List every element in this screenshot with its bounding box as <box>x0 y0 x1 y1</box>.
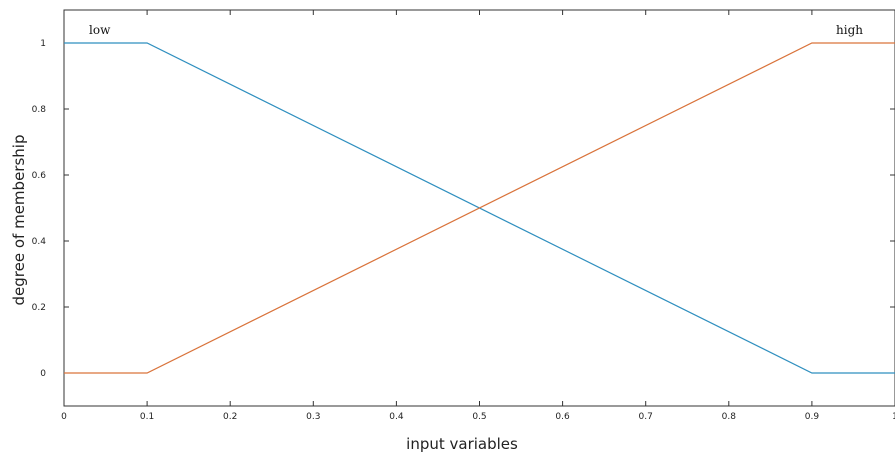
axis-ticks: 0 0.1 0.2 0.3 0.4 0.5 0.6 0.7 0.8 0.9 1 0 0.2 0.4 0.6 0… <box>32 10 895 422</box>
series-layer <box>64 42 895 374</box>
low-series-label: low <box>89 23 111 37</box>
high-series-label: high <box>836 23 863 37</box>
x-tick-label: 0.6 <box>555 412 570 422</box>
x-tick-label: 0.5 <box>472 412 486 422</box>
x-axis-label: input variables <box>406 435 518 453</box>
y-tick-label: 1 <box>40 39 46 49</box>
series-line-high <box>64 42 895 374</box>
y-tick-label: 0.6 <box>32 171 47 181</box>
x-tick-label: 1 <box>892 412 895 422</box>
x-tick-label: 0 <box>61 412 67 422</box>
y-tick-label: 0.8 <box>32 105 47 115</box>
x-tick-label: 0.4 <box>389 412 404 422</box>
x-tick-label: 0.7 <box>639 412 653 422</box>
y-tick-label: 0 <box>40 369 46 379</box>
y-tick-label: 0.2 <box>32 303 46 313</box>
x-tick-label: 0.9 <box>805 412 820 422</box>
y-axis-label: degree of membership <box>10 135 28 306</box>
x-tick-label: 0.8 <box>722 412 737 422</box>
x-tick-label: 0.2 <box>223 412 237 422</box>
x-tick-label: 0.3 <box>306 412 320 422</box>
x-tick-label: 0.1 <box>140 412 154 422</box>
y-tick-label: 0.4 <box>32 237 47 247</box>
